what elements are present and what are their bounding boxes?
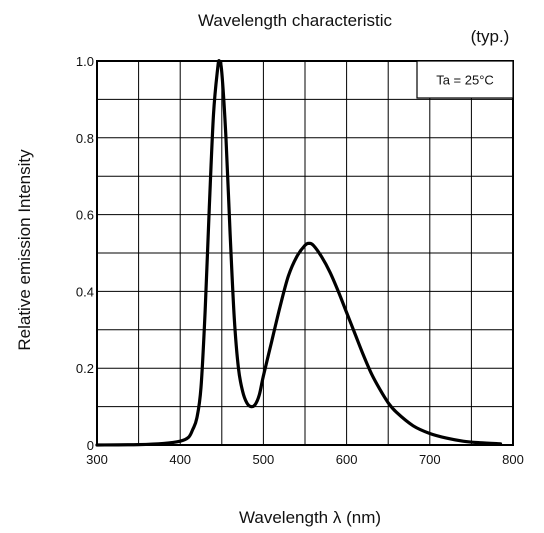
x-tick-label: 500	[253, 452, 275, 467]
x-tick-label: 800	[502, 452, 524, 467]
grid-lines	[97, 61, 513, 445]
series-layer	[95, 59, 503, 447]
y-tick-label: 0.6	[76, 208, 94, 223]
y-axis-title: Relative emission Intensity	[15, 149, 34, 351]
condition-label: Ta = 25°C	[436, 73, 494, 88]
condition-box: Ta = 25°C	[416, 60, 514, 99]
plot-area-frame	[96, 60, 514, 446]
y-tick-label: 1.0	[76, 54, 94, 69]
condition-box-frame	[416, 60, 514, 99]
chart-subtitle: (typ.)	[471, 27, 510, 46]
chart-title: Wavelength characteristic	[198, 11, 393, 30]
x-tick-label: 300	[86, 452, 108, 467]
x-tick-label: 600	[336, 452, 358, 467]
x-tick-label: 400	[169, 452, 191, 467]
tick-labels: 300 400 500 600 700 800 0 0.2 0.4 0.6 0.8 1.0	[76, 54, 524, 467]
x-tick-label: 700	[419, 452, 441, 467]
y-tick-label: 0.4	[76, 284, 94, 299]
y-tick-label: 0.2	[76, 361, 94, 376]
y-tick-label: 0	[87, 438, 94, 453]
y-tick-label: 0.8	[76, 131, 94, 146]
x-axis-title: Wavelength λ (nm)	[239, 508, 381, 527]
series-line	[95, 59, 503, 447]
